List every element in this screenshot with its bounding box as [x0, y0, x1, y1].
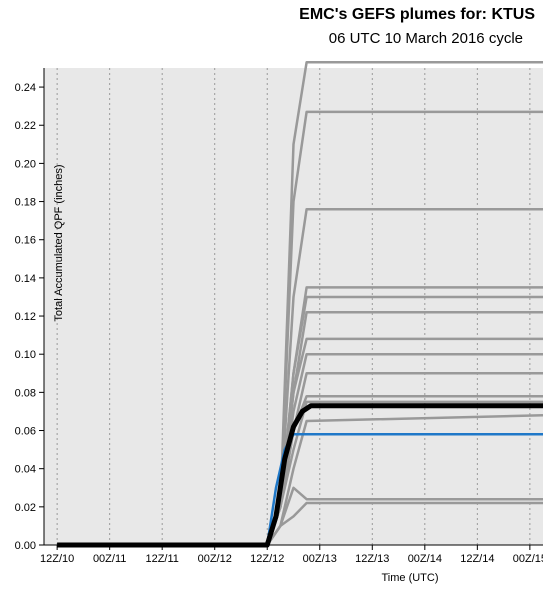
x-tick-label: 12Z/14: [460, 553, 494, 565]
y-axis-label: Total Accumulated QPF (inches): [53, 164, 65, 321]
x-tick-label: 00Z/12: [198, 553, 232, 565]
y-tick-label: 0.00: [15, 540, 36, 552]
y-tick-label: 0.16: [15, 235, 36, 247]
ensemble-mean-line: [57, 403, 543, 548]
x-axis-label: Time (UTC): [381, 572, 438, 584]
mean-series: [57, 403, 543, 548]
chart-subtitle: 06 UTC 10 March 2016 cycle: [328, 30, 523, 47]
x-tick-label: 12Z/13: [355, 553, 389, 565]
y-tick-label: 0.14: [15, 273, 36, 285]
x-tick-label: 00Z/11: [93, 553, 126, 565]
y-tick-label: 0.24: [15, 82, 36, 94]
y-tick-label: 0.06: [15, 426, 36, 438]
y-tick-label: 0.18: [15, 197, 36, 209]
y-tick-label: 0.04: [15, 464, 36, 476]
x-axis: 12Z/10 00Z/11 12Z/11 00Z/12 12Z/12 00Z/13 12Z/…: [40, 544, 543, 565]
x-tick-label: 12Z/11: [145, 553, 178, 565]
y-tick-label: 0.02: [15, 502, 36, 514]
y-tick-label: 0.10: [15, 349, 36, 361]
y-axis: 0.00 0.02 0.04 0.06 0.08 0.10 0.12 0.14 0.16 0.18…: [15, 68, 45, 552]
y-tick-label: 0.12: [15, 311, 36, 323]
x-tick-label: 00Z/15: [513, 553, 543, 565]
chart-title: EMC's GEFS plumes for: KTUS: [299, 6, 535, 23]
x-tick-label: 12Z/10: [40, 553, 74, 565]
y-tick-label: 0.08: [15, 387, 36, 399]
y-tick-label: 0.20: [15, 158, 36, 170]
x-tick-label: 00Z/13: [303, 553, 337, 565]
x-tick-label: 12Z/12: [250, 553, 284, 565]
y-tick-label: 0.22: [15, 120, 36, 132]
x-tick-label: 00Z/14: [408, 553, 442, 565]
